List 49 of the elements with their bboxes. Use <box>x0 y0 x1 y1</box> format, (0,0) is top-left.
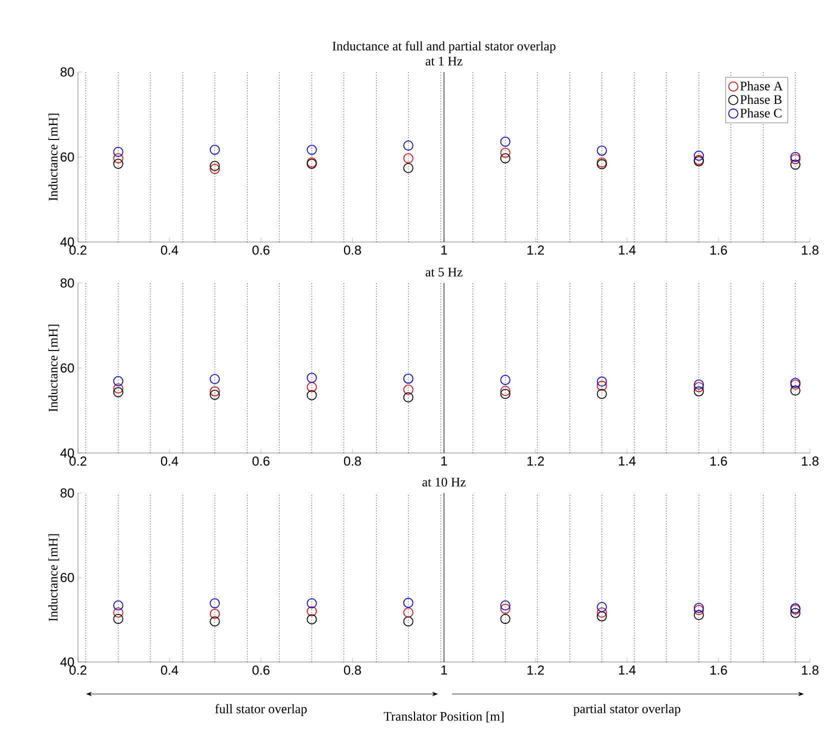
legend-label: Phase B <box>740 94 782 104</box>
y-tick-label: 40 <box>60 657 74 667</box>
legend-label: Phase C <box>740 108 782 118</box>
x-tick-label: 0.4 <box>160 666 178 675</box>
x-tick-label: 0.8 <box>344 456 361 466</box>
y-tick-label: 80 <box>60 67 74 77</box>
y-tick-label: 60 <box>60 572 74 582</box>
legend-label: Phase A <box>740 81 783 90</box>
x-tick-label: 0.2 <box>69 246 86 255</box>
chart-subtitle: at 1 Hz <box>426 56 462 66</box>
x-tick-label: 1 <box>441 456 447 466</box>
chart-title: Inductance at full and partial stator overlap <box>332 41 556 54</box>
x-tick-label: 1.8 <box>802 456 818 466</box>
chart-title: at 5 Hz <box>426 268 462 276</box>
y-axis-title: Inductance [mH] <box>48 324 60 412</box>
x-tick-label: 1.6 <box>710 456 727 466</box>
x-tick-label: 1.8 <box>802 666 818 675</box>
y-tick-label: 40 <box>60 237 74 247</box>
x-tick-label: 1.2 <box>527 456 544 466</box>
y-axis-title: Inductance [mH] <box>48 534 60 622</box>
text: full stator overlap <box>215 704 307 716</box>
y-tick-label: 80 <box>60 278 74 288</box>
y-tick-label: 40 <box>60 448 74 458</box>
x-tick-label: 0.6 <box>252 246 270 255</box>
x-tick-label: 1.6 <box>710 666 727 675</box>
x-tick-label: 0.8 <box>344 666 361 675</box>
x-tick-label: 1.8 <box>802 246 818 255</box>
x-tick-label: 1.2 <box>527 666 544 675</box>
x-tick-label: 0.6 <box>252 666 270 675</box>
y-tick-label: 60 <box>60 363 74 373</box>
y-axis-title: Inductance [mH] <box>48 114 60 201</box>
x-tick-label: 1.4 <box>618 666 636 674</box>
x-tick-label: 1 <box>441 666 447 674</box>
x-tick-label: 1.6 <box>710 246 727 255</box>
x-tick-label: 0.8 <box>344 246 361 255</box>
x-axis-title: Translator Position [m] <box>384 712 504 722</box>
x-tick-label: 0.2 <box>69 666 86 675</box>
x-tick-label: 0.6 <box>252 456 270 466</box>
x-tick-label: 1.4 <box>618 246 636 254</box>
x-tick-label: 1 <box>441 246 447 254</box>
x-tick-label: 0.4 <box>160 456 178 466</box>
x-tick-label: 1.2 <box>527 246 544 255</box>
text: partial stator overlap <box>573 704 680 716</box>
chart-title: at 10 Hz <box>422 478 466 486</box>
x-tick-label: 0.4 <box>160 246 178 255</box>
x-tick-label: 0.2 <box>69 456 86 466</box>
y-tick-label: 60 <box>60 152 74 162</box>
x-tick-label: 1.4 <box>618 456 636 466</box>
y-tick-label: 80 <box>60 488 74 498</box>
